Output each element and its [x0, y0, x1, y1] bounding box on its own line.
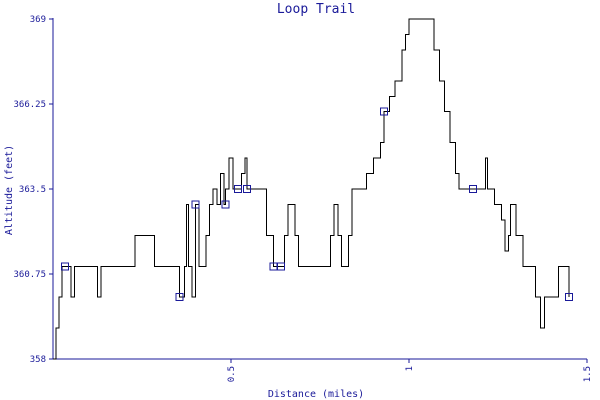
waypoint-marker — [175, 293, 184, 302]
waypoint-marker — [565, 293, 574, 302]
y-tick-label: 369 — [30, 15, 46, 25]
waypoint-marker — [380, 107, 389, 116]
waypoint-marker — [234, 185, 243, 193]
x-tick-label: 1.5 — [583, 366, 593, 382]
waypoint-marker — [61, 262, 70, 271]
y-tick-label: 358 — [30, 355, 46, 365]
y-tick-label: 360.75 — [13, 270, 46, 280]
y-tick-label: 363.5 — [19, 185, 46, 195]
waypoint-marker — [221, 200, 230, 209]
x-axis-ticks: 0.5 1 1.5 — [227, 359, 593, 382]
waypoint-markers — [61, 107, 574, 302]
waypoint-marker — [243, 185, 252, 193]
x-axis-label: Distance (miles) — [268, 389, 364, 400]
x-tick-label: 0.5 — [227, 366, 237, 382]
x-tick-label: 1 — [405, 366, 415, 371]
y-axis-ticks: 358 360.75 363.5 366.25 369 — [13, 15, 53, 365]
waypoint-marker — [276, 262, 285, 271]
waypoint-marker — [469, 185, 478, 193]
y-axis-label: Altitude (feet) — [4, 145, 15, 235]
altitude-profile-line — [53, 18, 570, 360]
waypoint-marker — [191, 200, 200, 209]
chart-title: Loop Trail — [277, 2, 355, 17]
y-tick-label: 366.25 — [13, 100, 46, 110]
